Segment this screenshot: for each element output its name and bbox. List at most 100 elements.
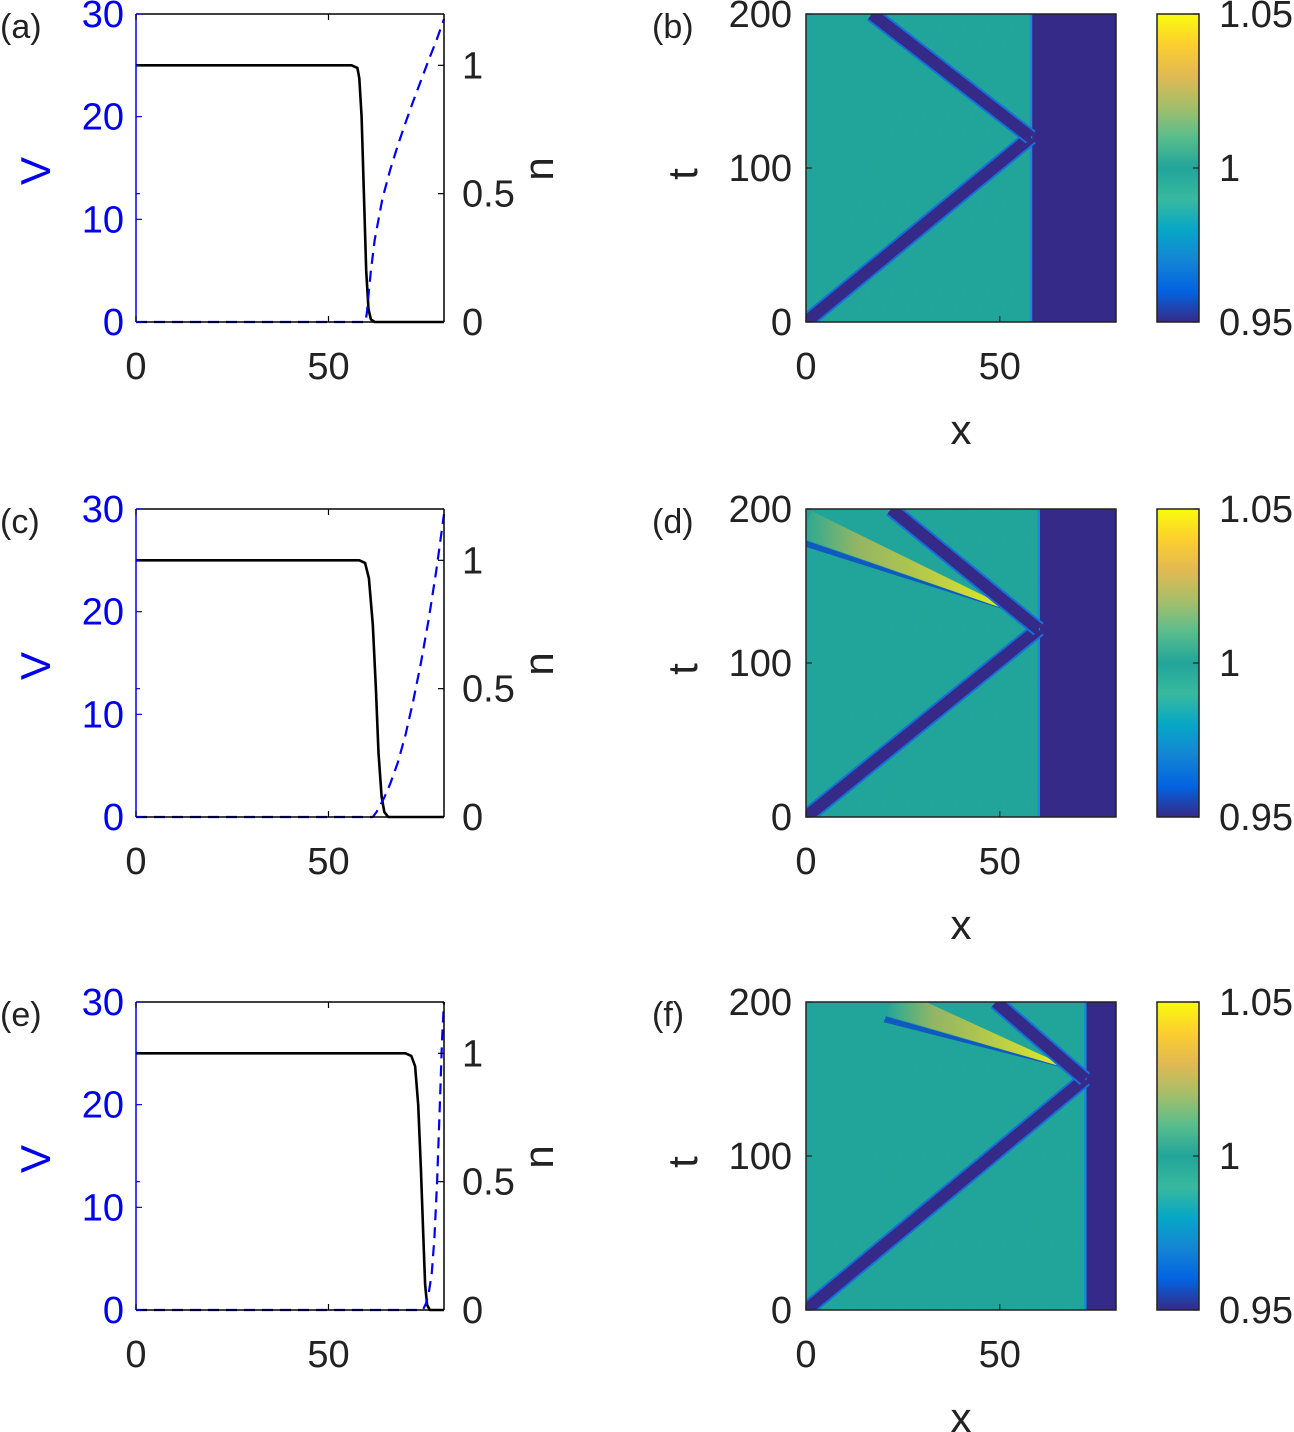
x-axis-label: x [951, 1394, 972, 1432]
panel-label: (f) [652, 996, 684, 1034]
y-right-tick-label: 0.5 [462, 1162, 515, 1204]
y-left-tick-label: 10 [82, 199, 124, 241]
heatmap-body [806, 509, 1116, 817]
x-tick-label: 0 [795, 1334, 816, 1376]
x-tick-label: 0 [125, 346, 146, 388]
heatmap-texture [806, 14, 947, 322]
x-tick-label: 50 [307, 1334, 349, 1376]
high-density-band [806, 511, 1027, 617]
y-tick-label: 0 [771, 797, 792, 839]
heatmap-panel-f: 0 50 0 100 200 x t (f) 0.95 1 1.05 [652, 982, 1293, 1432]
y-right-tick-label: 0 [462, 797, 483, 839]
y-right-axis-label: n [515, 1145, 562, 1168]
heatmap-texture [877, 14, 1019, 322]
colorbar-gradient [1156, 1001, 1200, 1311]
v-series-line [136, 513, 446, 819]
y-tick-label: 100 [729, 1136, 792, 1178]
heatmap-texture [829, 1002, 971, 1310]
line-panel-e: 0 50 0 10 20 30 0 0.5 1 V n (e) [0, 982, 562, 1376]
heatmap-texture [877, 1002, 1019, 1310]
panel-label: (c) [0, 503, 40, 541]
x-tick-label: 50 [979, 346, 1021, 388]
colorbar-tick-label: 0.95 [1219, 302, 1293, 344]
y-right-tick-label: 1 [462, 45, 483, 87]
line-panel-c: 0 50 0 10 20 30 0 0.5 1 V n (c) [0, 489, 562, 883]
n-series-line [136, 558, 444, 819]
y-tick-label: 200 [729, 982, 792, 1024]
x-tick-label: 50 [307, 841, 349, 883]
reflected-front [887, 509, 1043, 634]
y-left-tick-label: 0 [103, 302, 124, 344]
colorbar-gradient [1156, 13, 1200, 323]
y-left-tick-label: 20 [82, 592, 124, 634]
y-right-tick-label: 0.5 [462, 174, 515, 216]
heatmap-panel-d: 0 50 0 100 200 x t (d) 0.95 1 1.05 [652, 489, 1293, 948]
y-right-tick-label: 1 [462, 1033, 483, 1075]
colorbar-tick-label: 1.05 [1219, 982, 1293, 1024]
y-tick-label: 200 [729, 0, 792, 36]
panel-label: (d) [652, 503, 694, 541]
x-tick-label: 0 [125, 841, 146, 883]
x-tick-label: 50 [979, 1334, 1021, 1376]
y-right-tick-label: 0 [462, 302, 483, 344]
n-series-line [136, 1052, 444, 1312]
heatmap-body [806, 1002, 1116, 1310]
low-density-region [1040, 509, 1116, 817]
n-series-line [136, 64, 444, 324]
low-density-band [883, 1016, 1078, 1072]
y-left-tick-label: 0 [103, 797, 124, 839]
heatmap-texture [901, 14, 1043, 322]
colorbar: 0.95 1 1.05 [1156, 0, 1293, 344]
y-left-tick-label: 30 [82, 0, 124, 36]
colorbar-tick-label: 1.05 [1219, 489, 1293, 531]
x-tick-label: 0 [125, 1334, 146, 1376]
y-left-tick-label: 10 [82, 694, 124, 736]
incident-front [806, 624, 1043, 817]
reflected-front [868, 14, 1035, 142]
y-left-tick-label: 10 [82, 1187, 124, 1229]
y-left-tick-label: 30 [82, 489, 124, 531]
y-left-axis-label: V [12, 1145, 59, 1173]
x-axis-label: x [951, 406, 972, 453]
colorbar-tick-label: 1.05 [1219, 0, 1293, 36]
colorbar-tick-label: 1 [1219, 148, 1240, 190]
line-panel-a: 0 50 0 10 20 30 0 0.5 1 V n (a) [0, 0, 562, 388]
reflected-front [991, 1002, 1089, 1084]
y-axis-label: t [659, 663, 706, 675]
heatmap-texture [901, 509, 1043, 817]
incident-front [806, 1074, 1089, 1310]
heatmap-texture [877, 509, 1019, 817]
colorbar: 0.95 1 1.05 [1156, 489, 1293, 839]
panel-label: (e) [0, 996, 42, 1034]
panel-label: (a) [0, 8, 42, 46]
y-right-tick-label: 1 [462, 540, 483, 582]
y-tick-label: 100 [729, 643, 792, 685]
y-right-axis-label: n [515, 157, 562, 180]
x-axis-label: x [951, 901, 972, 948]
incident-front [806, 132, 1035, 322]
low-density-band [806, 540, 1027, 617]
x-tick-label: 0 [795, 346, 816, 388]
v-series-line [136, 1001, 446, 1312]
colorbar-tick-label: 1 [1219, 1136, 1240, 1178]
high-density-band [886, 1002, 1078, 1072]
y-tick-label: 100 [729, 148, 792, 190]
heatmap-texture [806, 1002, 947, 1310]
heatmap-texture [1045, 1154, 1116, 1310]
colorbar-gradient [1156, 508, 1200, 818]
y-axis-label: t [659, 1156, 706, 1168]
low-density-region [1086, 1002, 1116, 1310]
colorbar-tick-label: 0.95 [1219, 797, 1293, 839]
y-right-tick-label: 0.5 [462, 669, 515, 711]
colorbar-tick-label: 0.95 [1219, 1290, 1293, 1332]
y-right-tick-label: 0 [462, 1290, 483, 1332]
colorbar: 0.95 1 1.05 [1156, 982, 1293, 1332]
y-left-tick-label: 20 [82, 97, 124, 139]
panel-label: (b) [652, 8, 694, 46]
colorbar-tick-label: 1 [1219, 643, 1240, 685]
low-density-region [1032, 14, 1116, 322]
y-right-axis-label: n [515, 652, 562, 675]
heatmap-body [806, 14, 1116, 322]
y-left-tick-label: 30 [82, 982, 124, 1024]
